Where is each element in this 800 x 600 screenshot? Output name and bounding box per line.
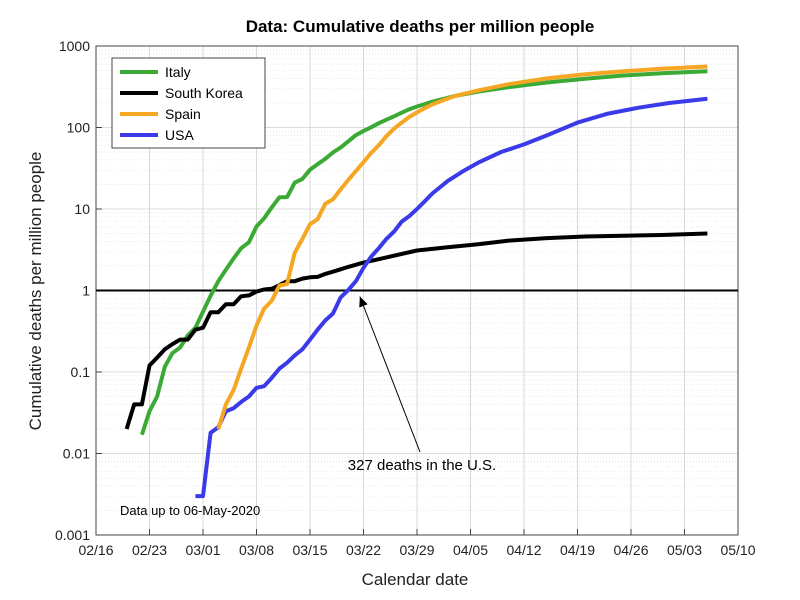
x-tick-label: 03/01 — [185, 542, 220, 558]
y-tick-label: 1 — [82, 283, 90, 299]
axes: 0.001 0.01 0.1 1 10 100 1000 02/16 02/23 03/01 03/… — [55, 38, 756, 558]
x-tick-label: 02/16 — [78, 542, 113, 558]
series-line-usa — [195, 96, 708, 499]
annotation-arrowhead — [359, 296, 368, 308]
x-tick-label: 04/26 — [613, 542, 648, 558]
data-note: Data up to 06-May-2020 — [120, 503, 260, 518]
y-tick-label: 100 — [67, 120, 91, 136]
y-axis-label: Cumulative deaths per million people — [26, 152, 45, 431]
x-tick-label: 04/05 — [453, 542, 488, 558]
y-tick-label: 1000 — [59, 38, 90, 54]
chart-title: Data: Cumulative deaths per million peop… — [246, 17, 595, 36]
annotation-arrow-line — [359, 296, 421, 453]
legend-label: Spain — [165, 106, 201, 122]
series-line-spain — [216, 64, 708, 430]
x-tick-label: 04/19 — [560, 542, 595, 558]
legend-label: Italy — [165, 64, 191, 80]
x-tick-label: 03/22 — [346, 542, 381, 558]
x-tick-label: 05/03 — [667, 542, 702, 558]
x-tick-label: 03/15 — [292, 542, 327, 558]
x-tick-label: 03/08 — [239, 542, 274, 558]
y-tick-label: 0.01 — [63, 446, 90, 462]
x-tick-label: 03/29 — [399, 542, 434, 558]
legend-label: South Korea — [165, 85, 243, 101]
x-tick-label: 02/23 — [132, 542, 167, 558]
y-tick-label: 0.1 — [71, 364, 91, 380]
legend: Italy South Korea Spain USA — [111, 57, 266, 149]
x-tick-label: 05/10 — [720, 542, 755, 558]
annotations: 327 deaths in the U.S. Data up to 06-May-… — [120, 296, 496, 518]
legend-label: USA — [165, 127, 194, 143]
annotation-text: 327 deaths in the U.S. — [348, 457, 496, 474]
x-axis-label: Calendar date — [362, 570, 469, 589]
series-group — [96, 64, 738, 499]
x-tick-label: 04/12 — [506, 542, 541, 558]
y-tick-label: 10 — [74, 201, 90, 217]
y-tick-label: 0.001 — [55, 527, 90, 543]
